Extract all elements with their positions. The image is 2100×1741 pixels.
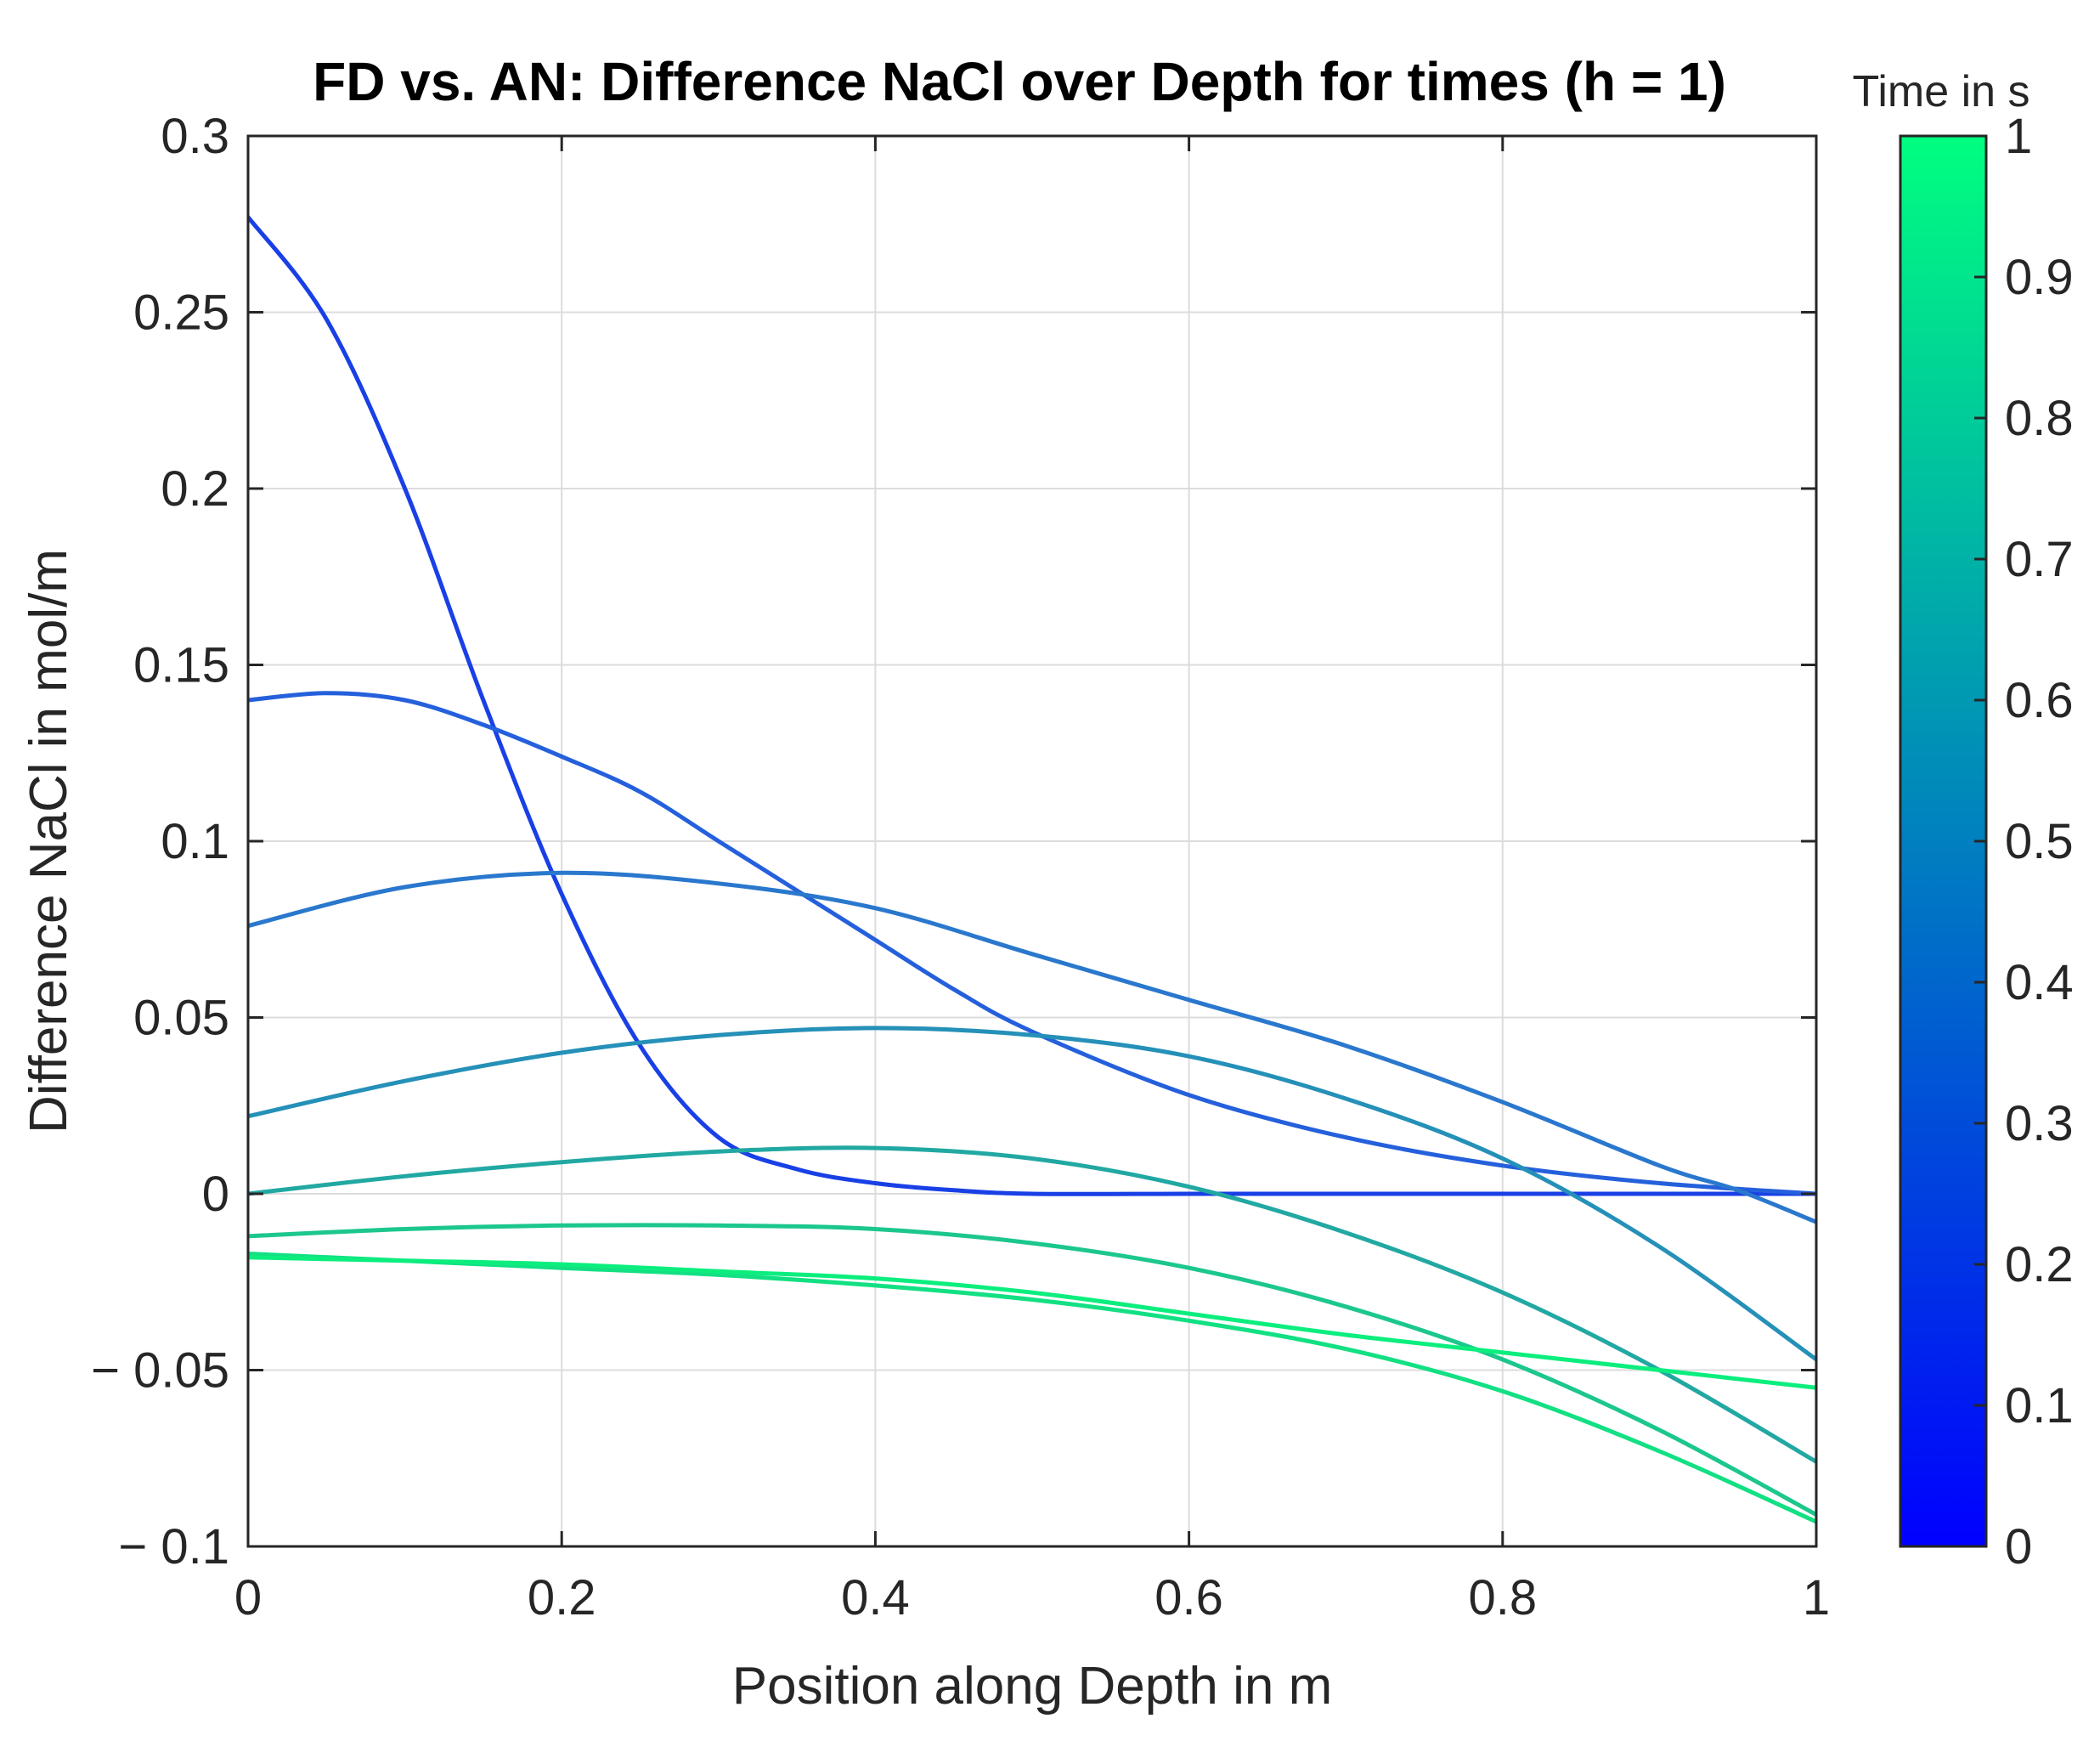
y-tick-label: 0.25 [133, 285, 229, 341]
series-line-2 [248, 691, 1816, 1196]
y-tick-label: 0.15 [133, 638, 229, 693]
colorbar-tick-label: 0.1 [2005, 1378, 2074, 1433]
colorbar-tick-label: 0.4 [2005, 955, 2074, 1010]
series-line-8 [248, 1255, 1816, 1390]
chart-title: FD vs. AN: Difference NaCl over Depth fo… [313, 51, 1726, 112]
colorbar-tick-label: 1 [2005, 109, 2032, 164]
series-line-5 [248, 1145, 1816, 1464]
colorbar-tick-label: 0.6 [2005, 673, 2074, 728]
colorbar-tick-label: 0 [2005, 1519, 2032, 1574]
colorbar [1899, 134, 1988, 1548]
y-tick-label: 0.05 [133, 991, 229, 1046]
series-line-1 [248, 215, 1816, 1196]
x-tick-label: 0 [234, 1570, 262, 1625]
series-line-6 [248, 1223, 1816, 1518]
colorbar-tick-label: 0.8 [2005, 391, 2074, 446]
colorbar-tick-label: 0.9 [2005, 250, 2074, 305]
grid [248, 136, 1816, 1546]
y-tick-labels: − 0.1 − 0.05 0 0.05 0.1 0.15 0.2 0.25 0.3 [91, 109, 229, 1574]
series-line-4 [248, 1026, 1816, 1362]
x-tick-label: 1 [1803, 1570, 1830, 1625]
colorbar-tick-label: 0.7 [2005, 532, 2074, 587]
colorbar-tick-label: 0.3 [2005, 1096, 2074, 1151]
ticks [246, 134, 1818, 1548]
x-axis-title: Position along Depth in m [732, 1657, 1333, 1716]
colorbar-title: Time in s [1853, 67, 2030, 116]
y-tick-label: − 0.05 [91, 1343, 229, 1399]
colorbar-tick-label: 0.2 [2005, 1237, 2074, 1292]
x-tick-label: 0.6 [1154, 1570, 1223, 1625]
colorbar-ticks [1974, 134, 1986, 1548]
x-tick-label: 0.8 [1468, 1570, 1537, 1625]
x-tick-label: 0.4 [841, 1570, 910, 1625]
series-layer [248, 215, 1816, 1524]
x-tick-label: 0.2 [528, 1570, 596, 1625]
y-tick-label: 0.2 [161, 461, 229, 517]
y-tick-label: − 0.1 [118, 1519, 229, 1574]
y-tick-label: 0.3 [161, 109, 229, 164]
series-line-7 [248, 1252, 1816, 1524]
y-tick-label: 0.1 [161, 814, 229, 869]
colorbar-tick-labels: 0 0.1 0.2 0.3 0.4 0.5 0.6 0.7 0.8 0.9 1 [2005, 109, 2074, 1574]
y-tick-label: 0 [202, 1167, 229, 1222]
y-axis-title: Difference NaCl in mol/m [20, 549, 78, 1133]
colorbar-tick-label: 0.5 [2005, 814, 2074, 869]
series-line-3 [248, 870, 1816, 1224]
x-tick-labels: 0 0.2 0.4 0.6 0.8 1 [234, 1570, 1830, 1625]
